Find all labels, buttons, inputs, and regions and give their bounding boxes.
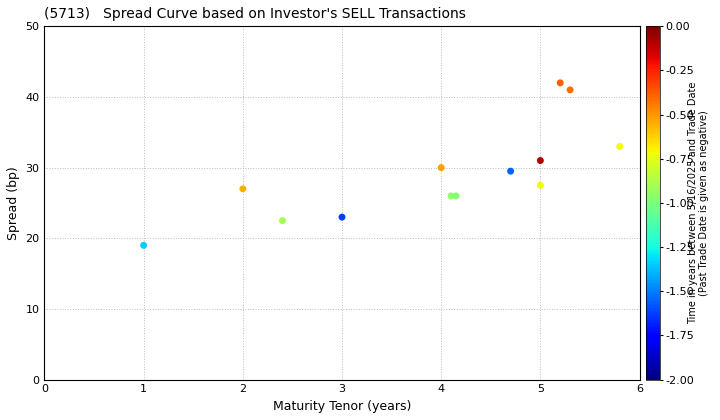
Point <box>450 192 462 199</box>
Point <box>505 168 516 175</box>
Point <box>564 87 576 93</box>
Point <box>436 164 447 171</box>
Point <box>336 214 348 220</box>
Y-axis label: Time in years between 5/16/2025 and Trade Date
(Past Trade Date is given as nega: Time in years between 5/16/2025 and Trad… <box>688 82 709 324</box>
Point <box>535 157 546 164</box>
Point <box>554 79 566 86</box>
Point <box>237 186 248 192</box>
Point <box>446 192 457 199</box>
Point <box>138 242 150 249</box>
Y-axis label: Spread (bp): Spread (bp) <box>7 166 20 240</box>
Point <box>614 143 626 150</box>
Text: (5713)   Spread Curve based on Investor's SELL Transactions: (5713) Spread Curve based on Investor's … <box>45 7 467 21</box>
Point <box>276 217 288 224</box>
Point <box>535 182 546 189</box>
X-axis label: Maturity Tenor (years): Maturity Tenor (years) <box>273 400 411 413</box>
